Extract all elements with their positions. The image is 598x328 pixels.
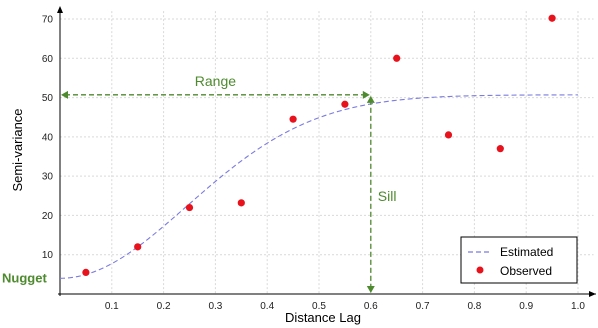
x-tick-label: 0.3 xyxy=(208,301,222,312)
range-arrowhead-right xyxy=(362,90,370,99)
grid-lines xyxy=(60,11,594,294)
observed-point xyxy=(548,14,556,22)
sill-arrowhead-bottom xyxy=(366,286,375,293)
x-tick-label: 0.6 xyxy=(364,301,378,312)
y-tick-label: 60 xyxy=(42,54,54,65)
range-arrowhead-left xyxy=(61,90,68,99)
x-tick-label: 0.9 xyxy=(519,301,533,312)
observed-point xyxy=(237,199,245,207)
legend-observed-swatch xyxy=(476,266,484,274)
legend-estimated-label: Estimated xyxy=(500,245,553,259)
y-tick-label: 40 xyxy=(42,132,54,143)
y-tick-label: 10 xyxy=(42,250,54,261)
x-axis-arrow xyxy=(589,291,596,297)
y-tick-labels: 10 20 30 40 50 60 70 xyxy=(42,15,54,262)
x-tick-label: 1.0 xyxy=(571,301,585,312)
observed-point xyxy=(134,243,142,251)
sill-arrowhead-top xyxy=(366,95,375,103)
observed-point xyxy=(496,145,504,153)
axes xyxy=(57,6,596,297)
x-axis-title: Distance Lag xyxy=(285,310,361,325)
legend-box xyxy=(460,236,578,284)
range-label: Range xyxy=(195,73,236,89)
y-tick-label: 50 xyxy=(42,93,54,104)
estimated-curve xyxy=(59,94,578,279)
observed-point xyxy=(393,54,401,62)
nugget-label: Nugget xyxy=(2,270,47,285)
sill-label: Sill xyxy=(378,188,397,204)
legend-observed-label: Observed xyxy=(500,264,552,278)
observed-point xyxy=(289,115,297,123)
y-tick-label: 30 xyxy=(42,172,54,183)
observed-point xyxy=(82,268,90,276)
x-tick-label: 0.2 xyxy=(157,301,171,312)
y-tick-label: 70 xyxy=(42,15,54,26)
y-tick-label: 20 xyxy=(42,211,54,222)
x-tick-labels: 0.1 0.2 0.3 0.4 0.5 0.6 0.7 0.8 0.9 1.0 xyxy=(105,301,586,312)
x-tick-label: 0.5 xyxy=(312,301,326,312)
x-tick-label: 0.8 xyxy=(467,301,481,312)
x-tick-label: 0.4 xyxy=(260,301,274,312)
observed-point xyxy=(341,100,349,108)
observed-point xyxy=(444,131,453,139)
legend: Estimated Observed xyxy=(460,236,578,284)
observed-points-layer xyxy=(82,14,556,276)
x-tick-label: 0.1 xyxy=(105,301,119,312)
x-tick-label: 0.7 xyxy=(416,301,430,312)
annotations-layer: Range Sill Nugget xyxy=(2,73,396,293)
y-axis-arrow xyxy=(57,6,63,13)
estimated-curve-layer xyxy=(59,94,578,279)
y-axis-title: Semi-variance xyxy=(10,108,25,191)
observed-point xyxy=(185,203,194,212)
